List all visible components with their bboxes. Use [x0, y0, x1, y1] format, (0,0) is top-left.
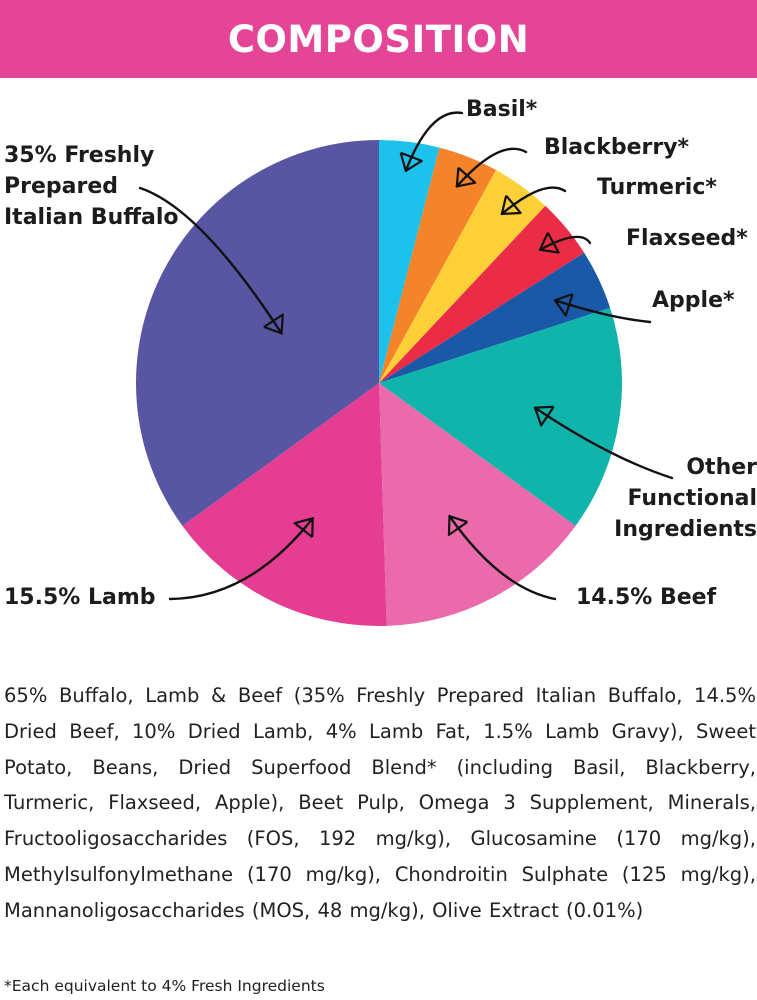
- composition-pie-chart: [136, 111, 674, 626]
- composition-header: COMPOSITION: [0, 0, 757, 78]
- slice-label-blackberry: Blackberry*: [544, 135, 690, 160]
- leader-arrowhead-4: [553, 293, 574, 317]
- header-title: COMPOSITION: [227, 17, 530, 61]
- pie-slice-2: [379, 170, 546, 383]
- leader-arrow-5: [533, 406, 674, 480]
- pie-slice-6: [379, 383, 576, 626]
- leader-arrowhead-6: [447, 515, 468, 536]
- pie-slice-8: [136, 139, 379, 526]
- pie-slice-4: [379, 252, 611, 383]
- slice-label-flaxseed: Flaxseed*: [626, 226, 748, 251]
- footnote: *Each equivalent to 4% Fresh Ingredients: [4, 977, 325, 995]
- pie-slice-1: [379, 147, 497, 383]
- slice-label-other-functional-ingredients: Other Functional Ingredients: [614, 455, 757, 542]
- leader-arrow-0: [404, 111, 464, 173]
- leader-arrowhead-1: [455, 166, 477, 188]
- slice-label-turmeric: Turmeric*: [597, 175, 717, 200]
- slice-label-lamb: 15.5% Lamb: [4, 585, 156, 610]
- leader-arrow-3: [538, 235, 592, 251]
- slice-label-beef: 14.5% Beef: [576, 585, 717, 610]
- slice-label-italian-buffalo: 35% Freshly Prepared Italian Buffalo: [4, 143, 179, 230]
- leader-arrow-2: [500, 186, 567, 216]
- slice-label-basil: Basil*: [466, 97, 538, 122]
- slice-label-apple: Apple*: [652, 288, 735, 313]
- leader-arrowhead-0: [399, 151, 423, 172]
- leader-arrow-6: [448, 514, 557, 601]
- pie-slice-7: [182, 383, 387, 626]
- leader-arrowhead-2: [500, 194, 522, 216]
- leader-arrowhead-5: [533, 405, 555, 427]
- leader-arrowhead-8: [263, 313, 284, 335]
- pie-slice-3: [379, 205, 585, 383]
- leader-arrow-7: [168, 517, 314, 601]
- leader-arrowhead-7: [293, 517, 314, 538]
- pie-slice-5: [379, 307, 622, 526]
- leader-arrow-1: [455, 147, 528, 188]
- leader-arrow-4: [553, 299, 652, 324]
- pie-slice-0: [379, 140, 440, 383]
- leader-arrow-8: [138, 186, 283, 335]
- ingredients-list: 65% Buffalo, Lamb & Beef (35% Freshly Pr…: [4, 684, 756, 922]
- leader-arrowhead-3: [538, 232, 560, 254]
